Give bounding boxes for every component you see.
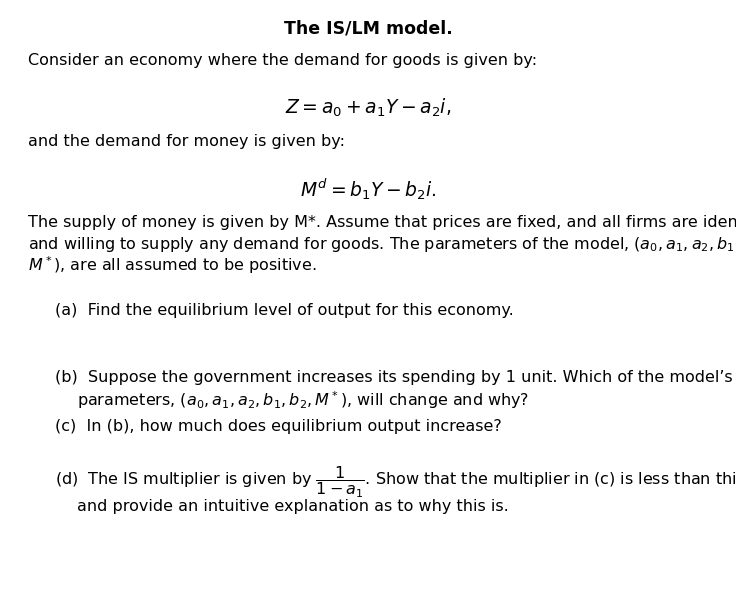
Text: (c)  In (b), how much does equilibrium output increase?: (c) In (b), how much does equilibrium ou…: [55, 419, 502, 434]
Text: and provide an intuitive explanation as to why this is.: and provide an intuitive explanation as …: [77, 499, 509, 514]
Text: $Z = a_0 + a_1 Y - a_2 i,$: $Z = a_0 + a_1 Y - a_2 i,$: [285, 97, 451, 119]
Text: $M^d = b_1 Y - b_2 i.$: $M^d = b_1 Y - b_2 i.$: [300, 177, 436, 202]
Text: and willing to supply any demand for goods. The parameters of the model, $(a_0, : and willing to supply any demand for goo…: [28, 235, 736, 253]
Text: (d)  The IS multiplier is given by $\dfrac{1}{1-a_1}$. Show that the multiplier : (d) The IS multiplier is given by $\dfra…: [55, 465, 736, 500]
Text: (a)  Find the equilibrium level of output for this economy.: (a) Find the equilibrium level of output…: [55, 302, 514, 318]
Text: Consider an economy where the demand for goods is given by:: Consider an economy where the demand for…: [28, 53, 537, 68]
Text: The IS/LM model.: The IS/LM model.: [283, 19, 453, 38]
Text: (b)  Suppose the government increases its spending by 1 unit. Which of the model: (b) Suppose the government increases its…: [55, 370, 733, 385]
Text: and the demand for money is given by:: and the demand for money is given by:: [28, 134, 345, 149]
Text: $M^*)$, are all assumed to be positive.: $M^*)$, are all assumed to be positive.: [28, 254, 316, 276]
Text: parameters, $(a_0, a_1, a_2, b_1, b_2, M^*)$, will change and why?: parameters, $(a_0, a_1, a_2, b_1, b_2, M…: [77, 390, 529, 411]
Text: The supply of money is given by M*. Assume that prices are fixed, and all firms : The supply of money is given by M*. Assu…: [28, 215, 736, 231]
